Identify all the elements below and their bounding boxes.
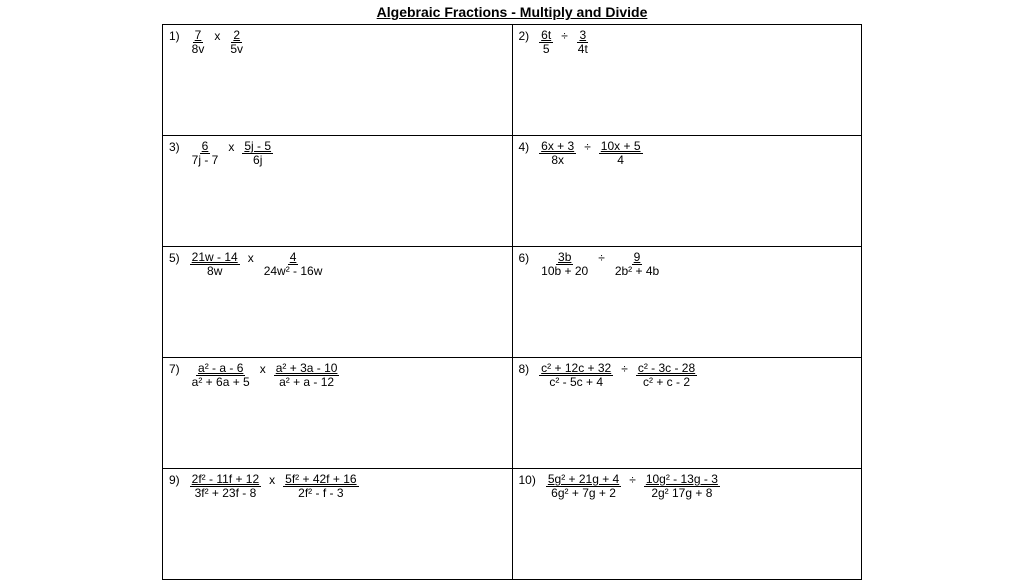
operator: ÷ [598,251,605,265]
frac-num: a² + 3a - 10 [274,362,340,376]
frac-den: c² + c - 2 [641,376,692,389]
frac-num: 5f² + 42f + 16 [283,473,358,487]
frac-num: a² - a - 6 [196,362,245,376]
frac-den: 5 [541,43,552,56]
frac-den: 24w² - 16w [262,265,325,278]
cell-8: 8) c² + 12c + 32c² - 5c + 4 ÷ c² - 3c - … [512,358,862,469]
frac-num: 5g² + 21g + 4 [546,473,621,487]
cell-7: 7) a² - a - 6a² + 6a + 5 x a² + 3a - 10a… [163,358,513,469]
operator: ÷ [584,140,591,154]
frac-den: c² - 5c + 4 [547,376,605,389]
frac-den: a² + a - 12 [277,376,336,389]
frac-den: 8w [205,265,224,278]
frac-num: 2f² - 11f + 12 [190,473,261,487]
frac-num: 4 [288,251,299,265]
frac-num: 2 [231,29,242,43]
operator: x [228,140,234,154]
question-number: 9) [169,473,180,487]
frac-num: 21w - 14 [190,251,240,265]
frac-num: c² - 3c - 28 [636,362,697,376]
frac-num: 9 [632,251,643,265]
question-number: 7) [169,362,180,376]
frac-den: 8v [190,43,207,56]
frac-num: 5j - 5 [242,140,273,154]
operator: x [260,362,266,376]
worksheet-title: Algebraic Fractions - Multiply and Divid… [0,4,1024,20]
frac-num: 6x + 3 [539,140,576,154]
frac-num: 7 [193,29,204,43]
frac-num: c² + 12c + 32 [539,362,613,376]
operator: ÷ [621,362,628,376]
frac-den: 2g² 17g + 8 [649,487,714,500]
frac-num: 10x + 5 [599,140,643,154]
operator: x [269,473,275,487]
operator: ÷ [629,473,636,487]
frac-den: 2b² + 4b [613,265,661,278]
frac-den: 6j [251,154,264,167]
cell-10: 10) 5g² + 21g + 46g² + 7g + 2 ÷ 10g² - 1… [512,469,862,580]
operator: x [214,29,220,43]
frac-den: 8x [549,154,566,167]
worksheet-grid: 1) 78v x 25v 2) 6t5 ÷ 34t [162,24,862,580]
frac-den: 5v [228,43,245,56]
question-number: 6) [519,251,530,265]
frac-den: 7j - 7 [190,154,221,167]
frac-num: 3b [556,251,573,265]
frac-num: 6t [539,29,553,43]
frac-den: 3f² + 23f - 8 [193,487,259,500]
frac-den: a² + 6a + 5 [190,376,252,389]
cell-1: 1) 78v x 25v [163,25,513,136]
cell-9: 9) 2f² - 11f + 123f² + 23f - 8 x 5f² + 4… [163,469,513,580]
operator: ÷ [561,29,568,43]
cell-3: 3) 67j - 7 x 5j - 56j [163,136,513,247]
frac-den: 10b + 20 [539,265,590,278]
cell-6: 6) 3b10b + 20 ÷ 92b² + 4b [512,247,862,358]
frac-den: 4t [576,43,590,56]
question-number: 1) [169,29,180,43]
question-number: 2) [519,29,530,43]
frac-num: 3 [577,29,588,43]
question-number: 4) [519,140,530,154]
question-number: 5) [169,251,180,265]
question-number: 10) [519,473,536,487]
cell-2: 2) 6t5 ÷ 34t [512,25,862,136]
frac-den: 2f² - f - 3 [296,487,345,500]
frac-den: 6g² + 7g + 2 [549,487,618,500]
cell-4: 4) 6x + 38x ÷ 10x + 54 [512,136,862,247]
cell-5: 5) 21w - 148w x 424w² - 16w [163,247,513,358]
question-number: 3) [169,140,180,154]
operator: x [248,251,254,265]
question-number: 8) [519,362,530,376]
frac-den: 4 [615,154,626,167]
frac-num: 10g² - 13g - 3 [644,473,720,487]
frac-num: 6 [200,140,211,154]
